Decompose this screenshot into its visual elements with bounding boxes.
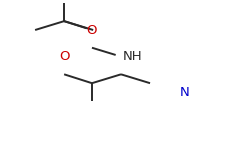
Text: O: O [87,24,97,36]
Text: NH: NH [123,50,143,63]
Text: O: O [59,50,69,63]
Text: N: N [180,85,189,99]
